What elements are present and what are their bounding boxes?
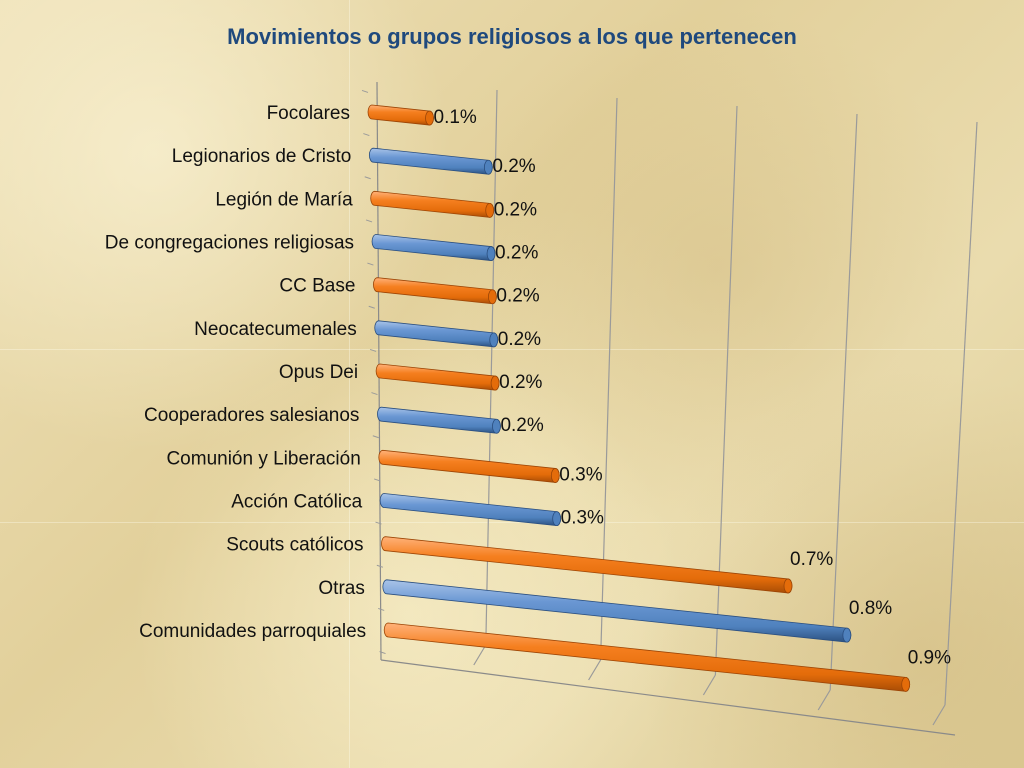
axis-tick: [372, 435, 379, 439]
bar-end-cap: [550, 468, 560, 483]
category-label: Acción Católica: [231, 492, 362, 513]
axis-tick: [364, 176, 371, 180]
axis-tick: [371, 392, 378, 396]
category-label: Opus Dei: [279, 362, 358, 383]
category-label: Neocatecumenales: [194, 319, 357, 340]
bar-end-cap: [486, 246, 496, 261]
axis-tick: [369, 348, 377, 352]
bar-end-cap: [783, 578, 793, 594]
axis-tick: [373, 478, 381, 482]
data-label: 0.2%: [495, 243, 538, 264]
bar: [378, 449, 560, 483]
bar: [368, 147, 493, 175]
axis-tick: [378, 607, 385, 611]
data-label: 0.2%: [494, 199, 537, 220]
axis-tick: [376, 564, 384, 568]
data-label: 0.8%: [849, 598, 892, 619]
bar: [371, 234, 496, 261]
bar: [377, 406, 501, 434]
axis-tick: [361, 89, 369, 93]
bar-end-cap: [425, 110, 434, 126]
bar-end-cap: [552, 511, 562, 527]
gridline-tick: [702, 674, 716, 696]
category-label: Otras: [318, 578, 364, 599]
axis-tick: [365, 219, 373, 223]
gridline: [600, 97, 618, 661]
bar: [379, 493, 562, 527]
bar: [381, 536, 793, 594]
data-label: 0.1%: [434, 107, 477, 128]
axis-tick: [379, 651, 386, 655]
category-label: Comunión y Liberación: [166, 448, 360, 469]
category-label: Legión de María: [215, 189, 353, 210]
tile-seam-vertical: [349, 0, 350, 768]
axis-tick: [375, 521, 382, 525]
gridline-tick: [932, 704, 946, 726]
gridline: [829, 113, 858, 691]
data-label: 0.2%: [496, 286, 539, 307]
category-label: Focolares: [267, 103, 350, 124]
gridline: [944, 121, 978, 706]
data-label: 0.7%: [790, 549, 833, 570]
data-label: 0.9%: [908, 647, 951, 668]
category-label: Cooperadores salesianos: [144, 405, 359, 426]
axis-tick: [363, 133, 370, 137]
bar-end-cap: [487, 289, 497, 305]
gridline-tick: [817, 689, 831, 711]
category-label: Scouts católicos: [226, 535, 363, 556]
gridline-tick: [588, 659, 602, 681]
data-label: 0.2%: [498, 329, 541, 350]
data-label: 0.2%: [499, 372, 542, 393]
category-label: De congregaciones religiosas: [105, 233, 354, 254]
data-label: 0.3%: [559, 464, 602, 485]
bar: [375, 363, 500, 391]
category-label: Legionarios de Cristo: [172, 146, 352, 167]
bar-end-cap: [485, 203, 495, 218]
axis-tick: [368, 305, 375, 309]
data-label: 0.2%: [500, 415, 543, 436]
data-label: 0.3%: [561, 508, 604, 529]
bar-end-cap: [489, 332, 499, 348]
bar: [373, 277, 497, 305]
category-label: CC Base: [279, 276, 355, 297]
axis-tick: [367, 262, 374, 266]
chart-title: Movimientos o grupos religiosos a los qu…: [227, 24, 797, 49]
bar-end-cap: [490, 375, 500, 391]
gridline: [714, 105, 738, 676]
bar-end-cap: [483, 159, 493, 175]
bar: [370, 190, 495, 218]
gridline-tick: [473, 644, 487, 666]
floor-line: [380, 659, 956, 736]
tile-seam-horizontal: [0, 349, 1024, 350]
bar: [374, 320, 499, 348]
data-label: 0.2%: [492, 156, 535, 177]
bar-end-cap: [492, 418, 501, 434]
tile-seam-horizontal: [0, 522, 1024, 523]
bar-end-cap: [901, 676, 911, 692]
bar-end-cap: [842, 627, 852, 643]
category-label: Comunidades parroquiales: [139, 621, 366, 642]
